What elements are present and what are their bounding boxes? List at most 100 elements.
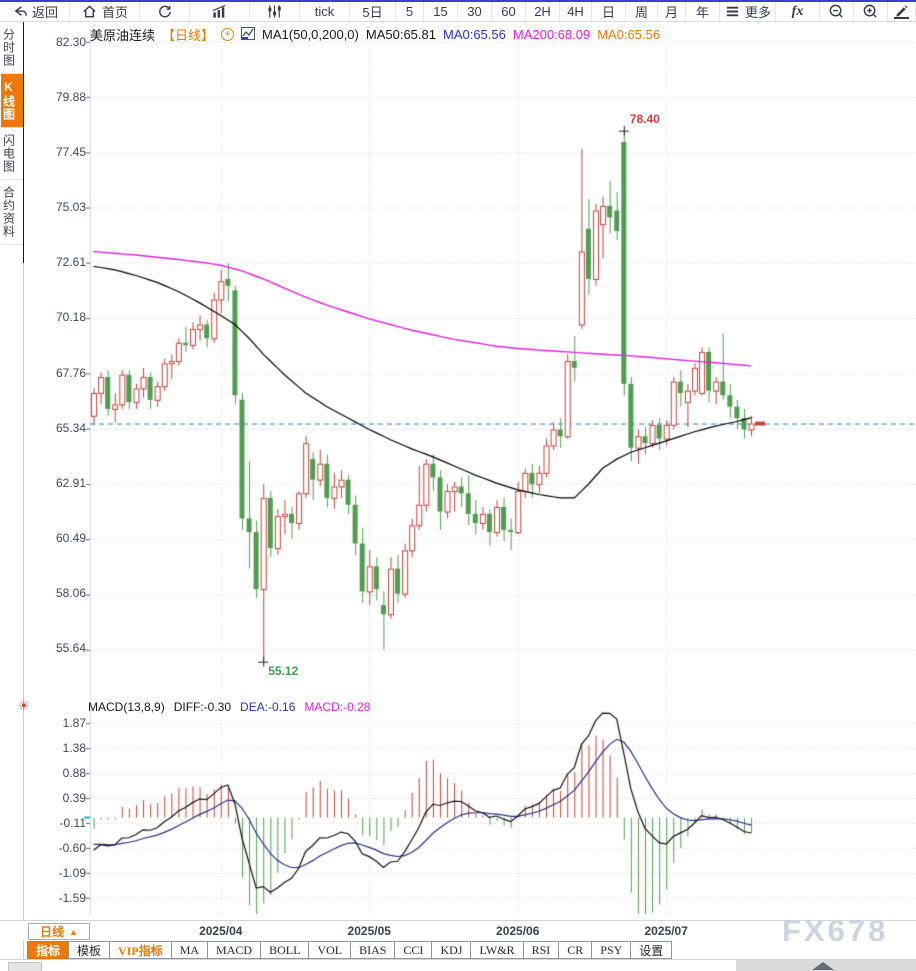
toolbar-button-15min[interactable]: 15: [424, 2, 458, 21]
price-axis-label: 55.64: [55, 641, 86, 656]
price-axis-label: 72.61: [55, 255, 86, 270]
macd-params-label: MACD(13,8,9): [88, 700, 165, 714]
toolbar-button-label: tick: [314, 4, 335, 19]
ma200-value: MA200:68.09: [512, 27, 591, 42]
tab-vip-indicator[interactable]: VIP指标: [109, 941, 172, 959]
sidebar-item-lightning-chart[interactable]: 闪电图: [0, 128, 23, 180]
ma50-value: MA50:65.81: [365, 27, 436, 42]
price-axis-label: 62.91: [55, 475, 86, 490]
indicator-settings-icon[interactable]: ☀: [18, 698, 30, 713]
toolbar-button-label: 2H: [534, 4, 551, 19]
scrollbar-right-track[interactable]: [736, 960, 916, 971]
macd-axis-label: 0.39: [62, 790, 86, 805]
high-price-annotation: 78.40: [629, 111, 660, 126]
period-tag: 【日线】: [162, 28, 215, 43]
tab-settings[interactable]: 设置: [630, 941, 673, 959]
price-axis-label: 79.88: [55, 89, 86, 104]
macd-axis-label: -1.09: [58, 865, 86, 880]
symbol-name: 美原油连续: [90, 28, 156, 43]
indicator-tabs-bar: 指标 模板 VIP指标 MA MACD BOLL VOL BIAS CCI KDJ LW&R RSI C…: [24, 941, 916, 959]
menu-icon: [724, 3, 741, 20]
toolbar-button-30min[interactable]: 30: [458, 2, 492, 21]
tab-ma[interactable]: MA: [170, 941, 209, 959]
bar-chart-icon: [211, 3, 228, 20]
ma0-blue-value: MA0:65.56: [442, 27, 506, 42]
toolbar-button-zoom-in[interactable]: [854, 2, 888, 21]
macd-value: MACD:-0.28: [304, 700, 371, 714]
macd-axis-label: 1.38: [62, 741, 86, 756]
macd-axis-label: -0.11: [59, 815, 86, 830]
tab-boll[interactable]: BOLL: [260, 941, 310, 959]
macd-axis-label: -1.59: [58, 890, 86, 905]
toolbar-button-label: 15: [433, 4, 448, 19]
chart-header: 美原油连续 【日线】 + MA1(50,0,200,0) MA50:65.81 …: [90, 25, 660, 44]
toolbar-button-yearly[interactable]: 年: [686, 2, 720, 21]
mini-chart-icon[interactable]: [241, 26, 256, 43]
tab-psy[interactable]: PSY: [591, 941, 632, 959]
toolbar-button-5day[interactable]: 5日: [350, 2, 396, 21]
x-axis-row: 日线 ▲: [0, 920, 916, 941]
triangle-up-icon: ▲: [69, 926, 78, 937]
chart-type-sidebar: 分时图 K线图 闪电图 合约资料: [0, 22, 23, 959]
toolbar-button-zoom-out[interactable]: [820, 2, 854, 21]
price-axis-label: 67.76: [55, 365, 86, 380]
ma-settings-label: MA1(50,0,200,0): [262, 27, 359, 42]
toolbar-button-home[interactable]: 首页: [70, 2, 140, 21]
tab-cci[interactable]: CCI: [394, 941, 433, 959]
tab-indicator[interactable]: 指标: [27, 941, 70, 959]
low-price-annotation: 55.12: [268, 663, 299, 678]
tab-template[interactable]: 模板: [68, 941, 111, 959]
toolbar-button-draw[interactable]: [888, 2, 916, 21]
toolbar-button-label: 5: [405, 4, 414, 19]
tab-vol[interactable]: VOL: [308, 941, 352, 959]
month-label: 2025/06: [496, 924, 540, 938]
tab-rsi[interactable]: RSI: [522, 941, 560, 959]
price-axis-label: 77.45: [55, 145, 86, 159]
tab-cr[interactable]: CR: [558, 941, 593, 959]
tab-bias[interactable]: BIAS: [350, 941, 396, 959]
toolbar-button-formula[interactable]: fx: [776, 2, 820, 21]
price-chart-canvas[interactable]: [24, 22, 916, 920]
toolbar-button-weekly[interactable]: 周: [626, 2, 658, 21]
toolbar-button-more[interactable]: 更多: [720, 2, 776, 21]
top-toolbar: 返回 首页 tick 5日 5 15 30 60 2H 4H 日 周 月 年 更多 fx: [0, 2, 916, 22]
tab-lwr[interactable]: LW&R: [470, 941, 524, 959]
toolbar-button-label: 月: [664, 5, 678, 20]
zoom-out-icon: [828, 3, 845, 20]
tab-macd[interactable]: MACD: [207, 941, 262, 959]
home-icon: [81, 3, 98, 20]
toolbar-button-back[interactable]: 返回: [0, 2, 70, 21]
toolbar-button-label: 4H: [567, 4, 584, 19]
sidebar-item-kline-chart[interactable]: K线图: [0, 74, 23, 128]
macd-axis-label: 1.87: [62, 716, 86, 731]
toolbar-button-chart-style[interactable]: [190, 2, 250, 21]
sidebar-divider-lower: [23, 263, 24, 959]
sidebar-item-contract-info[interactable]: 合约资料: [0, 180, 23, 245]
toolbar-button-tick[interactable]: tick: [300, 2, 350, 21]
price-axis-label: 70.18: [55, 310, 86, 325]
fx-icon: fx: [791, 3, 804, 19]
toolbar-button-2hour[interactable]: 2H: [526, 2, 560, 21]
toolbar-button-indicator-settings[interactable]: [250, 2, 300, 21]
toolbar-button-refresh[interactable]: [140, 2, 190, 21]
toolbar-button-label: 60: [501, 4, 516, 19]
tab-kdj[interactable]: KDJ: [431, 941, 472, 959]
scroll-up-triangle-icon[interactable]: [812, 962, 834, 970]
toolbar-button-label: 返回: [31, 5, 58, 20]
add-indicator-icon[interactable]: +: [221, 28, 235, 41]
toolbar-button-label: 周: [634, 5, 648, 20]
sliders-icon: [266, 3, 283, 20]
toolbar-button-4hour[interactable]: 4H: [560, 2, 592, 21]
toolbar-button-60min[interactable]: 60: [492, 2, 526, 21]
refresh-icon: [156, 3, 173, 20]
toolbar-button-daily[interactable]: 日: [592, 2, 626, 21]
sidebar-item-time-chart[interactable]: 分时图: [0, 22, 23, 74]
toolbar-button-monthly[interactable]: 月: [658, 2, 686, 21]
macd-axis-label: -0.60: [58, 840, 86, 855]
price-axis-label: 65.34: [55, 420, 86, 435]
period-selector-button[interactable]: 日线 ▲: [28, 923, 90, 940]
scrollbar-left-handle[interactable]: [8, 962, 42, 971]
macd-axis-label: 0.88: [62, 766, 86, 781]
toolbar-button-5min[interactable]: 5: [396, 2, 424, 21]
window-top-border: [0, 0, 916, 2]
